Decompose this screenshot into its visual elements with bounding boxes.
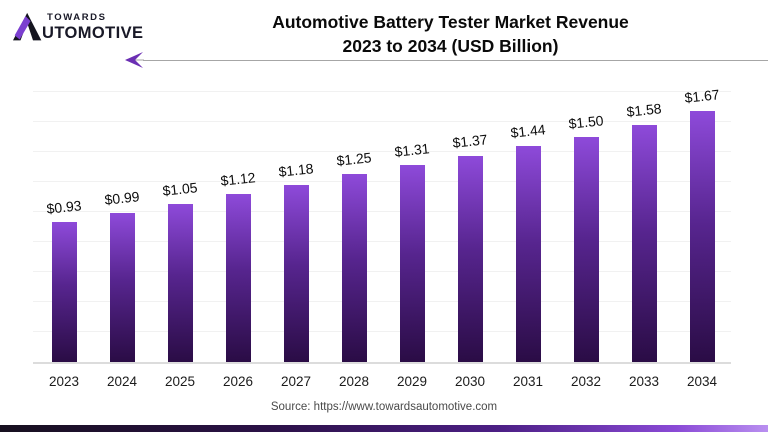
source-text: Source: https://www.towardsautomotive.co… <box>270 401 498 413</box>
bar-2024 <box>109 213 135 362</box>
bar-2025 <box>167 204 193 362</box>
x-tick-label: 2033 <box>628 374 660 389</box>
x-tick-label: 2025 <box>164 374 196 389</box>
x-tick-label: 2029 <box>396 374 428 389</box>
bar-2031 <box>515 146 541 362</box>
gridline <box>33 91 731 92</box>
gridline <box>33 151 731 152</box>
x-tick-label: 2026 <box>222 374 254 389</box>
gridline <box>33 211 731 212</box>
bar-2030 <box>457 156 483 362</box>
bar-2026 <box>225 194 251 362</box>
x-tick-label: 2031 <box>512 374 544 389</box>
x-tick-label: 2034 <box>686 374 718 389</box>
bar-2032 <box>573 137 599 362</box>
gridline <box>33 331 731 332</box>
bottom-gradient-strip <box>0 425 768 432</box>
gridline <box>33 121 731 122</box>
gridline <box>33 181 731 182</box>
gridline <box>33 271 731 272</box>
logo-automotive-text: UTOMOTIVE <box>42 24 144 42</box>
bar-2029 <box>399 165 425 362</box>
x-tick-label: 2024 <box>106 374 138 389</box>
bar-2034 <box>689 111 715 362</box>
bar-2023 <box>51 222 77 362</box>
x-tick-label: 2023 <box>48 374 80 389</box>
gridline <box>33 301 731 302</box>
x-tick-label: 2030 <box>454 374 486 389</box>
x-tick-label: 2032 <box>570 374 602 389</box>
chart-title-line2: 2023 to 2034 (USD Billion) <box>342 36 559 56</box>
bar-2028 <box>341 174 367 362</box>
left-arrow-icon <box>125 52 144 68</box>
bar-2033 <box>631 125 657 362</box>
plot-area: $0.93 2023 $0.99 2024 $1.05 2025 $1.12 2026 $1.1… <box>33 80 731 389</box>
chart-title-line1: Automotive Battery Tester Market Revenue <box>272 12 629 32</box>
gridline <box>33 241 731 242</box>
logo-a-icon <box>13 12 42 41</box>
divider-line <box>143 60 768 61</box>
bar-value-label: $1.67 <box>683 86 721 106</box>
chart-title: Automotive Battery Tester Market Revenue… <box>135 10 766 58</box>
x-tick-label: 2027 <box>280 374 312 389</box>
x-tick-label: 2028 <box>338 374 370 389</box>
bar-2027 <box>283 185 309 362</box>
towards-automotive-logo: TOWARDS UTOMOTIVE <box>13 9 143 49</box>
logo-towards-text: TOWARDS <box>47 12 107 23</box>
